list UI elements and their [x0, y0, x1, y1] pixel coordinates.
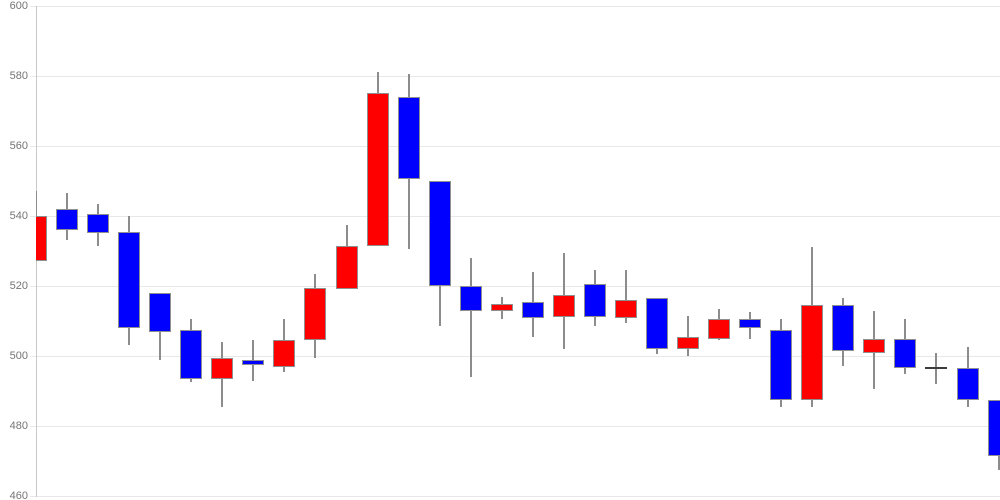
candle-body [304, 287, 327, 341]
candle-body [894, 338, 917, 369]
candle-body [366, 93, 389, 246]
candle-body [273, 340, 296, 367]
candle-body [770, 329, 793, 400]
candle-body [397, 96, 420, 180]
candle-body [87, 214, 110, 234]
candle-body [459, 286, 482, 311]
y-axis-label: 460 [9, 490, 28, 500]
candle-body [180, 329, 203, 379]
candle-body [36, 215, 47, 262]
y-axis-label: 500 [9, 350, 28, 362]
candle-wick [624, 270, 627, 323]
y-axis-label: 540 [9, 210, 28, 222]
candle-wick [469, 258, 472, 378]
candle-body [646, 298, 668, 349]
candle-body [739, 319, 762, 329]
candle-body [428, 180, 451, 286]
candle-body [211, 357, 234, 379]
candle-body [552, 294, 575, 318]
candle-body [118, 231, 141, 328]
candle-body [56, 208, 79, 230]
y-axis-label: 580 [9, 70, 28, 82]
candle-body [832, 305, 855, 351]
y-axis-label: 600 [9, 0, 28, 12]
candle-body [987, 399, 1000, 456]
candle-body [583, 284, 606, 318]
y-axis-label: 520 [9, 280, 28, 292]
y-axis-label: 480 [9, 420, 28, 432]
candle-body [149, 293, 172, 332]
candle-body [490, 303, 513, 311]
candle-body [956, 368, 979, 400]
candle-body [242, 359, 265, 365]
candle-body [677, 336, 700, 350]
candle-body [335, 245, 358, 290]
candle-doji-line [925, 367, 948, 370]
candle-body [521, 301, 544, 318]
y-axis-label: 560 [9, 140, 28, 152]
plot-area[interactable] [36, 0, 1000, 500]
candle-body [708, 319, 731, 339]
candle-body [801, 305, 824, 400]
candle-wick [687, 315, 690, 357]
candle-body [863, 338, 886, 353]
candle-body [614, 300, 637, 318]
